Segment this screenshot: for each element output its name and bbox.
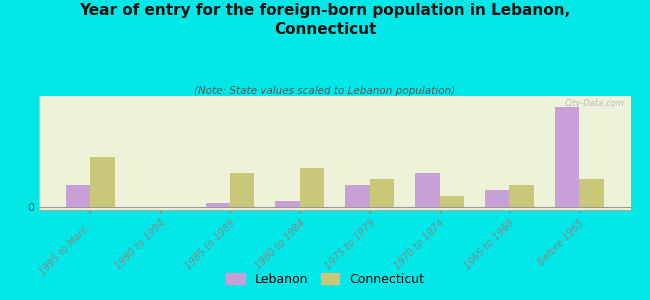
Bar (300, 168, 324, 207)
Bar (485, 190, 510, 207)
Bar (510, 184, 534, 207)
Bar (66, 184, 90, 207)
Text: City-Data.com: City-Data.com (565, 99, 625, 108)
Bar (230, 173, 254, 207)
Text: (Note: State values scaled to Lebanon population): (Note: State values scaled to Lebanon po… (194, 85, 456, 95)
Bar (554, 107, 579, 207)
Text: Year of entry for the foreign-born population in Lebanon,
Connecticut: Year of entry for the foreign-born popul… (79, 3, 571, 37)
Bar (90, 157, 115, 207)
Bar (415, 173, 439, 207)
Bar (205, 203, 230, 207)
Bar (345, 184, 370, 207)
Bar (370, 179, 394, 207)
Bar (439, 196, 464, 207)
Bar (276, 201, 300, 207)
Bar (579, 179, 604, 207)
Legend: Lebanon, Connecticut: Lebanon, Connecticut (221, 268, 429, 291)
